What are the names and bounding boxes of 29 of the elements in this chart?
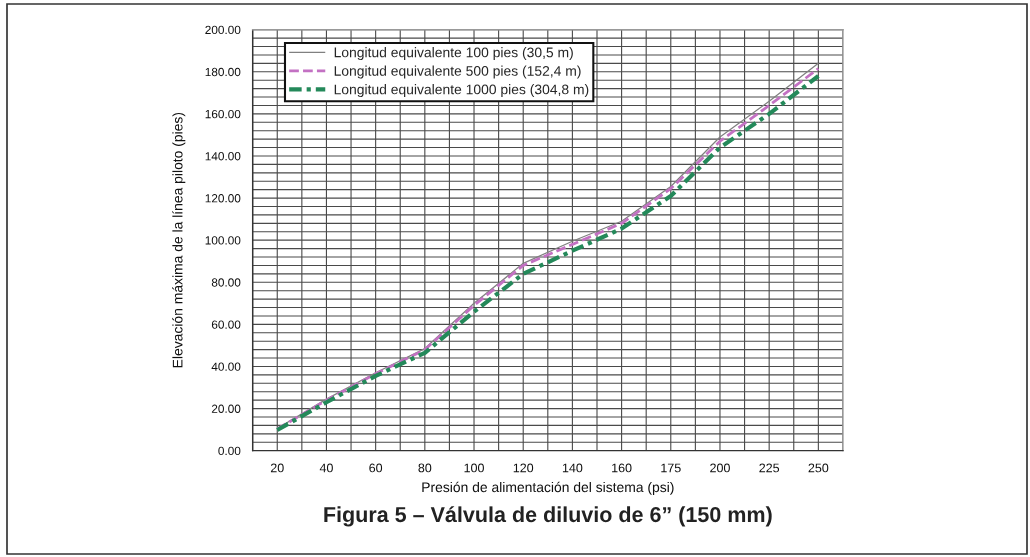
y-tick-label: 200.00 [205, 25, 241, 35]
x-tick-label: 175 [661, 463, 681, 473]
text: Figura 5 – Válvula de diluvio de 6” (150 mm) [324, 506, 772, 527]
y-tick-label: 80.00 [211, 278, 241, 287]
y-tick-label: 20.00 [211, 404, 241, 413]
x-tick-label: 250 [808, 463, 829, 473]
legend-label: Longitud equivalente 100 pies (30,5 m) [334, 47, 573, 61]
x-tick-label: 160 [612, 463, 632, 473]
y-axis-title: Elevación máxima de la línea piloto (pies) [172, 112, 186, 368]
x-tick-label: 120 [513, 463, 534, 473]
x-tick-label: 225 [759, 463, 780, 473]
y-tick-label: 180.00 [205, 67, 241, 77]
x-tick-label: 200 [710, 463, 730, 473]
legend-label: Longitud equivalente 500 pies (152,4 m) [334, 65, 581, 79]
x-tick-label: 60 [369, 463, 383, 473]
y-tick-label: 60.00 [211, 320, 241, 329]
y-tick-label: 40.00 [211, 362, 241, 371]
x-axis-title: Presión de alimentación del sistema (psi) [422, 481, 674, 495]
y-tick-label: 140.00 [205, 152, 241, 161]
x-tick-label: 80 [418, 463, 432, 473]
y-tick-label: 100.00 [205, 236, 241, 245]
y-tick-label: 0.00 [218, 446, 241, 456]
x-tick-label: 140 [562, 463, 583, 473]
x-tick-label: 20 [270, 463, 284, 473]
x-tick-label: 40 [319, 463, 333, 473]
legend-label: Longitud equivalente 1000 pies (304,8 m) [334, 84, 589, 98]
y-tick-label: 120.00 [205, 194, 241, 203]
x-tick-label: 100 [464, 463, 484, 473]
y-tick-label: 160.00 [205, 109, 241, 119]
